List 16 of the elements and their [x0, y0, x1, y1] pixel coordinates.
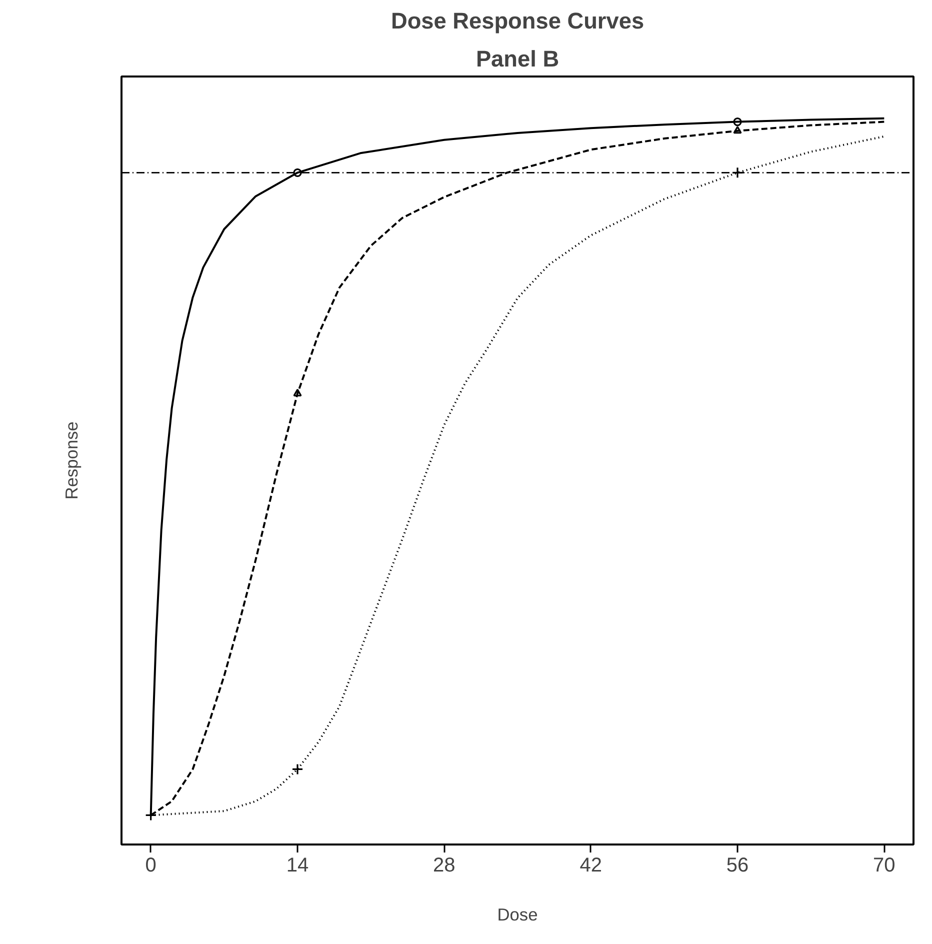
point — [292, 763, 304, 776]
chart-title: Dose Response Curves — [390, 8, 644, 34]
x-tick-label: 56 — [726, 854, 749, 876]
point — [293, 168, 302, 177]
x-tick-label: 14 — [286, 854, 309, 876]
point — [733, 118, 742, 126]
chart-subtitle: Panel B — [476, 46, 560, 72]
x-tick-label: 28 — [433, 854, 456, 876]
point — [145, 809, 157, 822]
x-tick-label: 0 — [145, 854, 156, 876]
point — [293, 388, 302, 396]
y-axis-title: Response — [62, 421, 82, 500]
x-axis-title: Dose — [497, 904, 538, 924]
x-tick-label: 70 — [873, 854, 896, 876]
point — [733, 126, 742, 134]
x-tick-label: 42 — [580, 854, 602, 876]
